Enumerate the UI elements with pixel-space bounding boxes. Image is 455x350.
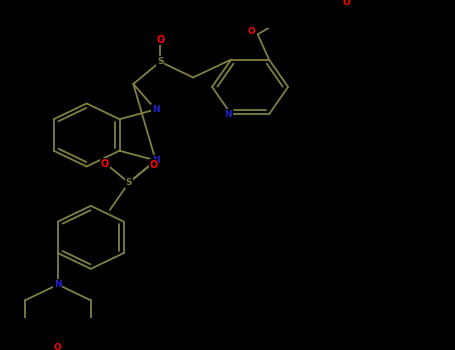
Text: S: S xyxy=(126,178,132,187)
Text: N: N xyxy=(54,280,62,289)
Text: O: O xyxy=(101,159,109,169)
Text: O: O xyxy=(149,160,158,170)
Text: N: N xyxy=(224,110,232,119)
Text: S: S xyxy=(157,57,163,66)
Text: O: O xyxy=(248,27,256,36)
Text: O: O xyxy=(343,0,350,7)
Text: N: N xyxy=(152,105,159,114)
Text: O: O xyxy=(54,343,62,350)
Text: O: O xyxy=(156,35,164,45)
Text: N: N xyxy=(152,156,159,165)
